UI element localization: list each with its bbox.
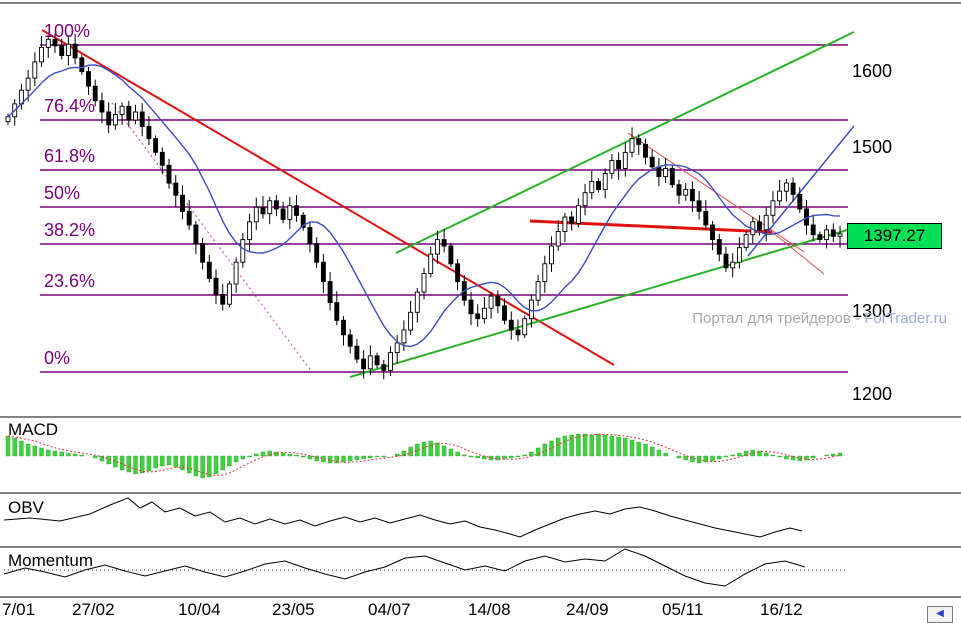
x-axis-label-3: 10/04 — [178, 600, 221, 619]
fib-label-23-6: 23.6% — [44, 271, 96, 291]
watermark-text: Портал для трейдеров - — [692, 310, 865, 327]
x-axis-label-4: 23/05 — [272, 600, 315, 619]
fib-label-100: 100% — [44, 21, 91, 41]
x-axis-label-5: 04/07 — [368, 600, 411, 619]
scroll-left-button[interactable]: ◀ — [927, 606, 953, 623]
price-axis-1200: 1200 — [852, 384, 893, 404]
x-axis-label-1: 7/01 — [2, 600, 36, 619]
fib-label-50: 50% — [44, 183, 81, 203]
macd-panel-label: MACD — [8, 420, 59, 439]
x-axis-label-7: 24/09 — [566, 600, 609, 619]
obv-panel-label: OBV — [8, 498, 44, 517]
price-axis-1500: 1500 — [852, 137, 893, 157]
watermark: Портал для трейдеров - ForTrader.ru — [692, 310, 947, 327]
price-axis-1600: 1600 — [852, 61, 893, 81]
price-axis-1300: 1300 — [852, 301, 893, 321]
fib-label-61-8: 61.8% — [44, 146, 96, 166]
x-axis-label-2: 27/02 — [72, 600, 115, 619]
fib-label-38-2: 38.2% — [44, 220, 96, 240]
watermark-brand-link[interactable]: ForTrader.ru — [864, 310, 947, 327]
x-axis-label-6: 14/08 — [468, 600, 511, 619]
fib-label-0: 0% — [44, 348, 71, 368]
fib-label-76-4: 76.4% — [44, 96, 96, 116]
x-axis-label-8: 05/11 — [662, 600, 704, 619]
momentum-panel-label: Momentum — [8, 551, 94, 570]
last-price-badge: 1397.27 — [847, 223, 942, 249]
x-axis-label-9: 16/12 — [760, 600, 803, 619]
